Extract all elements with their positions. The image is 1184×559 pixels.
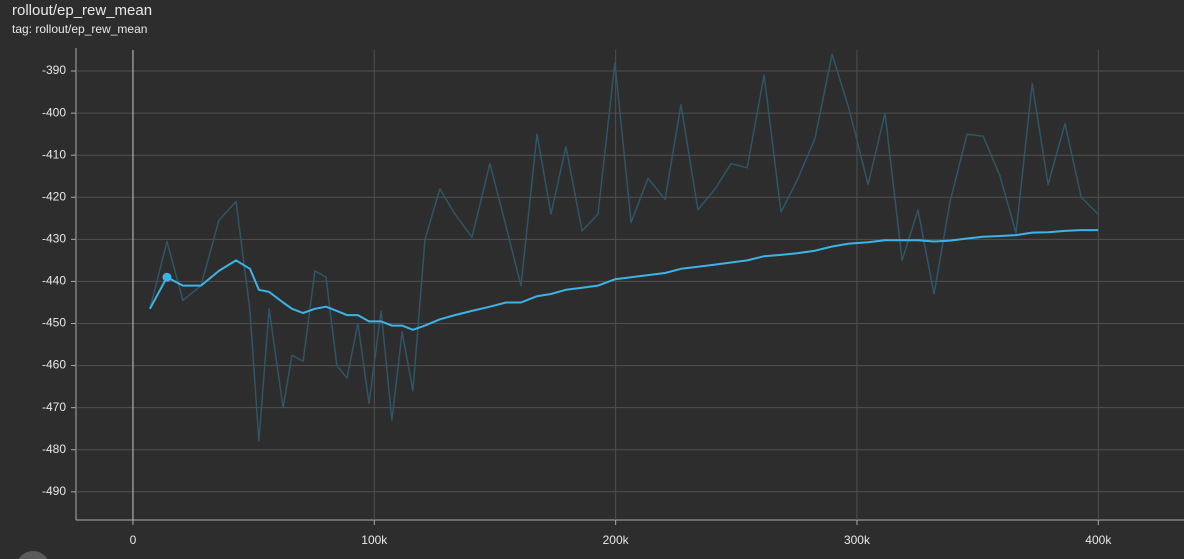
y-tick-label: -490	[42, 484, 66, 498]
y-tick-label: -470	[42, 400, 66, 414]
x-tick-label: 100k	[361, 533, 388, 547]
hover-point	[162, 272, 172, 282]
raw-line	[149, 53, 1099, 443]
y-tick-label: -390	[42, 63, 66, 77]
y-tick-label: -410	[42, 147, 66, 161]
y-tick-label: -430	[42, 232, 66, 246]
y-tick-label: -450	[42, 316, 66, 330]
y-tick-label: -440	[42, 274, 66, 288]
y-tick-label: -400	[42, 105, 66, 119]
x-tick-label: 300k	[844, 533, 871, 547]
x-tick-label: 400k	[1085, 533, 1112, 547]
chart-subtitle: tag: rollout/ep_rew_mean	[12, 22, 147, 36]
chart-title: rollout/ep_rew_mean	[12, 2, 152, 19]
y-tick-label: -460	[42, 358, 66, 372]
x-tick-label: 0	[130, 533, 137, 547]
x-tick-label: 200k	[603, 533, 630, 547]
expand-button[interactable]	[16, 551, 50, 559]
y-tick-label: -420	[42, 189, 66, 203]
smoothed-line	[149, 229, 1099, 331]
y-tick-label: -480	[42, 442, 66, 456]
